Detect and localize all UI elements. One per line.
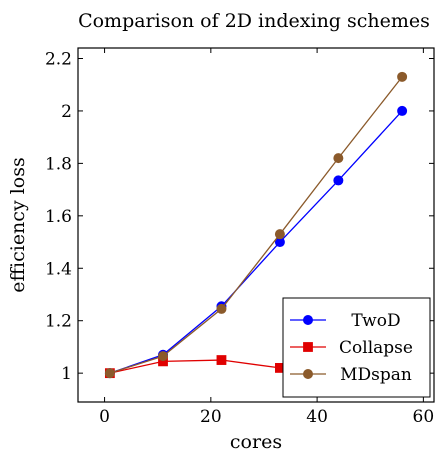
chart-title: Comparison of 2D indexing schemes: [78, 10, 430, 32]
y-tick-label: 1.8: [45, 154, 72, 174]
legend-item-mdspan: MDspan: [290, 365, 412, 385]
data-point-collapse: [216, 355, 227, 365]
y-axis-label: efficiency loss: [7, 157, 29, 292]
data-point-twod: [333, 175, 344, 186]
x-tick-label: 40: [306, 407, 328, 427]
legend-entries: TwoD Collapse MDspan: [290, 311, 413, 385]
data-point-mdspan: [158, 351, 169, 362]
y-tick-label: 1.2: [45, 312, 72, 332]
y-tick-label: 1: [61, 364, 72, 384]
legend-item-collapse: Collapse: [290, 338, 413, 358]
series-line-mdspan: [109, 76, 403, 374]
axis-ticks: 0 20 40 60 1 1.2 1.4 1.6 1.8 2 2.2: [45, 48, 434, 427]
y-tick-label: 2: [61, 102, 72, 122]
legend-item-twod: TwoD: [290, 311, 401, 331]
data-point-mdspan: [397, 71, 408, 82]
y-tick-label: 2.2: [45, 49, 72, 69]
legend-swatch-marker: [303, 342, 313, 352]
series-mdspan: [104, 71, 408, 379]
data-point-mdspan: [216, 303, 227, 314]
legend-label: TwoD: [351, 311, 400, 331]
data-point-mdspan: [104, 368, 115, 379]
legend-label: MDspan: [340, 365, 412, 385]
data-point-twod: [397, 105, 408, 116]
x-axis-label: cores: [230, 431, 282, 453]
data-point-mdspan: [274, 229, 285, 240]
x-tick-label: 60: [413, 407, 435, 427]
x-tick-label: 20: [200, 407, 222, 427]
legend-swatch-marker: [302, 314, 313, 325]
y-tick-label: 1.6: [45, 207, 72, 227]
plot-frame: [77, 47, 435, 403]
x-tick-label: 0: [99, 407, 110, 427]
y-tick-label: 1.4: [45, 259, 72, 279]
legend-swatch-marker: [302, 368, 313, 379]
series-line-twod: [109, 110, 403, 374]
data-point-mdspan: [333, 153, 344, 164]
legend: TwoD Collapse MDspan: [282, 297, 431, 398]
legend-label: Collapse: [339, 338, 413, 358]
